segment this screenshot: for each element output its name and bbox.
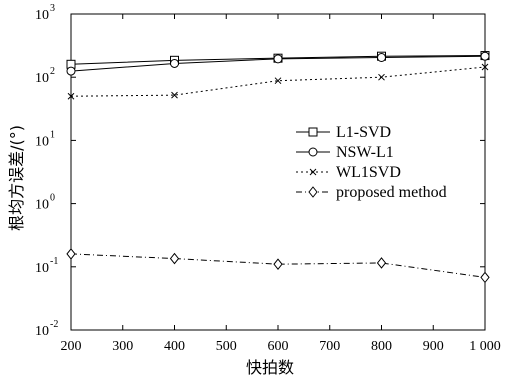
marker-x-stroke <box>309 168 317 176</box>
marker-circle <box>170 58 179 68</box>
series-3 <box>66 248 490 284</box>
marker-circle <box>480 51 490 61</box>
series-layer <box>66 51 490 284</box>
series-line <box>70 66 486 97</box>
x-tick-label: 900 <box>423 339 444 354</box>
marker-x-stroke <box>274 77 282 85</box>
series-line <box>70 253 486 278</box>
y-tick-exponent: 3 <box>50 3 55 14</box>
y-tick-label: 10 <box>35 8 49 23</box>
marker-x <box>171 91 178 99</box>
y-tick-exponent: 2 <box>50 66 55 77</box>
legend: L1-SVD NSW-L1 WL1SVD proposed method <box>296 124 447 201</box>
y-tick-exponent: 0 <box>50 193 55 204</box>
legend-item: L1-SVD <box>296 124 391 141</box>
legend-label: proposed method <box>336 184 447 201</box>
x-tick-label: 700 <box>319 339 340 354</box>
y-tick-exponent: -1 <box>50 256 58 267</box>
y-tick-exponent: 1 <box>50 129 55 140</box>
y-tick-label: 10 <box>35 71 49 86</box>
marker-diamond <box>66 248 76 260</box>
marker-x <box>67 92 75 100</box>
legend-label: L1-SVD <box>336 124 391 141</box>
y-tick-label: 10 <box>35 324 49 339</box>
legend-item: WL1SVD <box>296 164 401 181</box>
marker-x <box>309 168 317 176</box>
marker-x <box>274 77 282 85</box>
marker-circle <box>66 66 76 76</box>
y-tick-label: 10 <box>35 134 49 149</box>
y-axis-title: 根均方误差/(°) <box>7 125 26 231</box>
marker-x <box>481 63 489 71</box>
legend-label: WL1SVD <box>336 164 401 181</box>
x-tick-label: 1 000 <box>469 339 501 354</box>
y-tick-label: 10 <box>35 261 49 276</box>
x-tick-label: 200 <box>61 339 82 354</box>
marker-diamond <box>376 257 387 269</box>
marker-diamond <box>480 271 490 284</box>
marker-diamond <box>273 258 283 270</box>
legend-label: NSW-L1 <box>336 144 394 161</box>
x-tick-label: 500 <box>216 339 237 354</box>
x-tick-label: 800 <box>371 339 392 354</box>
marker-circle <box>308 147 318 157</box>
marker-circle <box>273 54 283 64</box>
y-tick-exponent: -2 <box>50 319 58 330</box>
x-axis-title: 快拍数 <box>246 358 294 377</box>
marker-x-stroke <box>481 63 489 71</box>
x-tick-label: 300 <box>112 339 133 354</box>
legend-item: proposed method <box>296 184 447 201</box>
marker-square <box>308 127 318 137</box>
legend-item: NSW-L1 <box>296 144 394 161</box>
marker-x-stroke <box>171 91 178 99</box>
x-tick-label: 600 <box>268 339 289 354</box>
y-tick-label: 10 <box>35 198 49 213</box>
series-2 <box>67 63 489 100</box>
marker-diamond <box>308 186 318 198</box>
marker-x-stroke <box>378 73 385 81</box>
marker-x <box>378 73 385 81</box>
marker-circle <box>377 52 386 62</box>
series-1 <box>66 51 490 76</box>
x-tick-label: 400 <box>164 339 185 354</box>
marker-diamond <box>169 252 180 265</box>
marker-x-stroke <box>67 92 75 100</box>
